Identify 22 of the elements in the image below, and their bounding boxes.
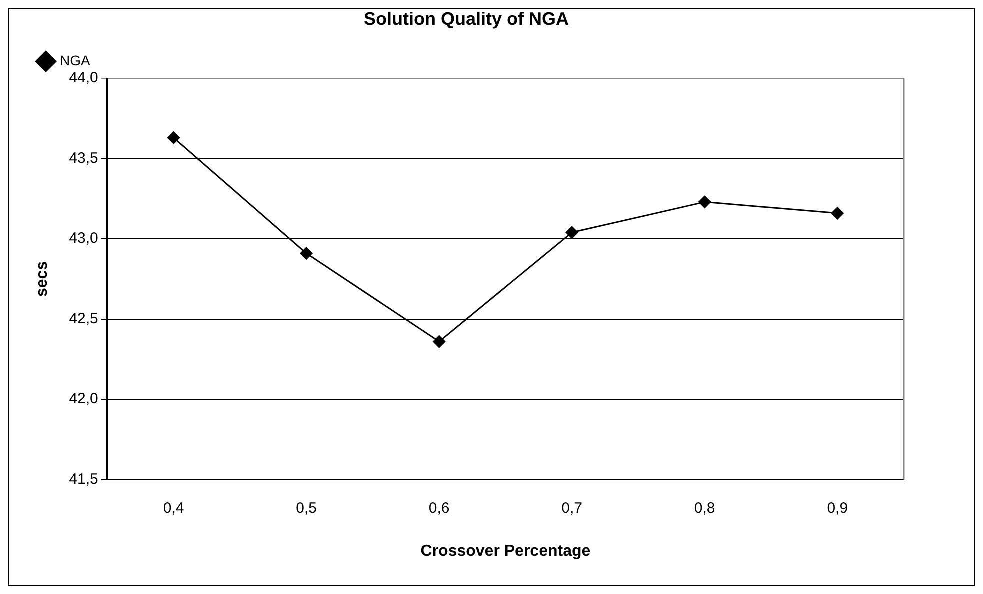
point [168,132,180,144]
legend-label: NGA [60,52,91,68]
x-tick-label: 0,8 [694,500,716,517]
y-axis-title: secs [34,261,52,297]
y-tick-label: 42,0 [69,390,98,408]
point [698,196,712,208]
point [433,336,446,348]
x-tick-label: 0,5 [296,500,317,517]
y-tick-label: 41,5 [69,470,98,488]
y-tick-label: 42,5 [69,310,98,328]
point [300,247,313,260]
x-axis-title: Crossover Percentage [420,542,591,560]
x-tick-label: 0,6 [428,500,450,517]
point [566,226,578,239]
y-tick-label: 44,0 [69,70,98,87]
x-tick-label: 0,7 [562,500,583,517]
x-tick-label: 0,4 [163,500,184,517]
x-tick-label: 0,9 [827,500,848,517]
chart-title: Solution Quality of NGA [364,8,569,29]
point [831,207,844,220]
y-tick-label: 43,0 [69,230,98,248]
y-tick-label: 43,5 [69,150,98,167]
